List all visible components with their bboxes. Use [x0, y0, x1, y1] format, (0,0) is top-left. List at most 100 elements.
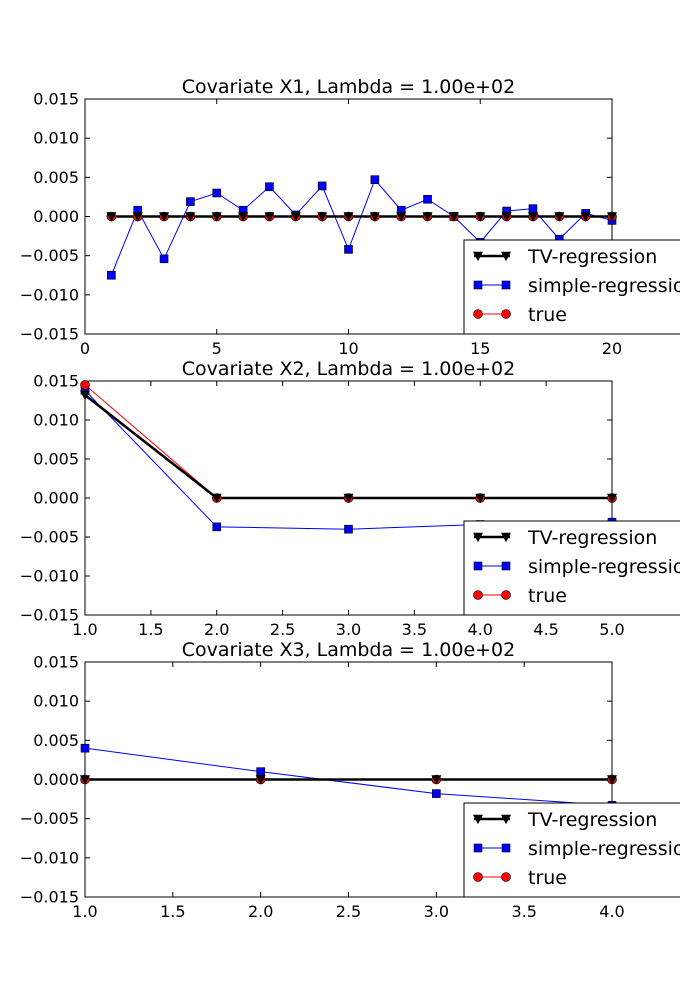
legend-marker — [501, 814, 511, 825]
chart-panel-3: Covariate X3, Lambda = 1.00e+02 0.015 0.01… — [20, 639, 680, 921]
y-tick-label: 0.005 — [33, 731, 79, 750]
legend-marker — [501, 251, 511, 262]
series-line-simple-regression — [85, 747, 612, 806]
y-tick-label: 0.010 — [33, 129, 79, 148]
data-point-TV-regression — [448, 212, 459, 222]
legend-marker — [473, 590, 483, 600]
data-point-TV-regression — [80, 775, 90, 785]
data-point-simple-regression — [256, 767, 265, 776]
legend-marker — [473, 814, 483, 825]
x-tick-label: 3.5 — [402, 620, 427, 639]
x-tick-label: 5.0 — [599, 620, 624, 639]
legend-marker — [501, 561, 511, 571]
y-tick-label: −0.015 — [20, 888, 79, 907]
data-point-TV-regression — [106, 212, 117, 222]
legend-marker — [473, 251, 483, 262]
legend-marker — [501, 843, 511, 853]
y-tick-label: 0.015 — [33, 653, 79, 672]
legend-label: TV-regression — [527, 246, 657, 268]
legend: TV-regression simple-regression true — [463, 239, 680, 335]
data-layer — [85, 747, 612, 806]
y-tick-label: −0.010 — [20, 848, 79, 867]
chart-panel-1: Covariate X1, Lambda = 1.00e+02 0.015 0.01… — [20, 76, 680, 358]
y-tick-label: −0.005 — [20, 246, 79, 265]
data-point-TV-regression — [607, 775, 617, 785]
y-tick-label: −0.010 — [20, 567, 79, 586]
data-point-TV-regression — [317, 212, 328, 222]
data-point-simple-regression — [80, 743, 90, 753]
y-tick-label: −0.005 — [20, 528, 79, 547]
legend-marker — [473, 280, 483, 290]
x-tick-label: 20 — [602, 339, 622, 358]
x-tick-label: 2.5 — [336, 902, 361, 921]
chart-title: Covariate X3, Lambda = 1.00e+02 — [182, 639, 515, 661]
x-tick-label: 3.5 — [511, 902, 536, 921]
chart-panel-2: Covariate X2, Lambda = 1.00e+02 0.015 0.01… — [20, 358, 680, 639]
y-tick-label: 0.005 — [33, 450, 79, 469]
chart-title: Covariate X2, Lambda = 1.00e+02 — [182, 358, 515, 380]
x-tick-label: 1.5 — [160, 902, 185, 921]
x-tick-label: 1.5 — [138, 620, 163, 639]
data-point-TV-regression — [527, 212, 538, 222]
legend-marker — [473, 872, 483, 882]
data-point-simple-regression — [344, 245, 353, 254]
legend-label: true — [528, 585, 567, 607]
y-tick-label: 0.010 — [33, 692, 79, 711]
legend: TV-regression simple-regression true — [463, 520, 680, 616]
series-line-simple-regression — [85, 390, 612, 530]
y-tick-label: 0.015 — [33, 90, 79, 109]
y-tick-label: −0.015 — [20, 325, 79, 344]
data-point-simple-regression — [186, 197, 195, 206]
x-tick-label: 2.0 — [248, 902, 273, 921]
y-tick-label: 0.000 — [33, 770, 79, 789]
data-point-TV-regression — [554, 212, 565, 222]
legend-marker — [501, 280, 511, 290]
legend-marker — [473, 843, 483, 853]
x-tick-label: 15 — [470, 339, 490, 358]
data-point-TV-regression — [238, 212, 249, 222]
legend-marker — [501, 590, 511, 600]
series-line-simple-regression — [110, 178, 612, 276]
data-layer — [85, 384, 612, 530]
legend-label: simple-regression — [528, 556, 680, 578]
legend-marker — [501, 532, 511, 543]
x-tick-label: 3.0 — [336, 620, 361, 639]
x-tick-label: 3.0 — [424, 902, 449, 921]
data-point-TV-regression — [396, 212, 407, 222]
data-point-TV-regression — [422, 212, 433, 222]
data-point-simple-regression — [370, 175, 380, 184]
data-point-TV-regression — [607, 493, 617, 504]
data-point-TV-regression — [369, 212, 380, 222]
x-tick-label: 4.0 — [599, 902, 624, 921]
data-point-TV-regression — [290, 212, 301, 222]
data-point-simple-regression — [317, 181, 327, 191]
data-point-simple-regression — [159, 254, 169, 264]
legend-label: TV-regression — [527, 809, 657, 831]
data-point-TV-regression — [255, 775, 266, 785]
legend-marker — [473, 532, 483, 543]
data-point-TV-regression — [501, 212, 512, 222]
data-point-TV-regression — [211, 212, 222, 222]
data-point-TV-regression — [431, 775, 442, 785]
x-tick-label: 10 — [338, 339, 358, 358]
data-point-TV-regression — [475, 212, 486, 222]
data-point-TV-regression — [343, 212, 354, 222]
data-point-simple-regression — [528, 204, 538, 213]
chart-title: Covariate X1, Lambda = 1.00e+02 — [182, 76, 515, 98]
legend-marker — [473, 309, 483, 319]
legend-label: true — [528, 867, 567, 889]
y-tick-label: −0.010 — [20, 285, 79, 304]
data-point-simple-regression — [423, 194, 432, 204]
data-point-TV-regression — [264, 212, 275, 222]
y-tick-label: −0.015 — [20, 606, 79, 625]
y-tick-label: 0.015 — [33, 372, 79, 391]
data-point-simple-regression — [344, 524, 353, 534]
y-tick-label: −0.005 — [20, 809, 79, 828]
data-point-TV-regression — [159, 212, 170, 222]
legend-label: true — [528, 304, 567, 326]
legend-label: simple-regression — [528, 275, 680, 297]
data-point-TV-regression — [80, 390, 90, 401]
x-tick-label: 4.0 — [468, 620, 493, 639]
x-tick-label: 1.0 — [72, 620, 97, 639]
